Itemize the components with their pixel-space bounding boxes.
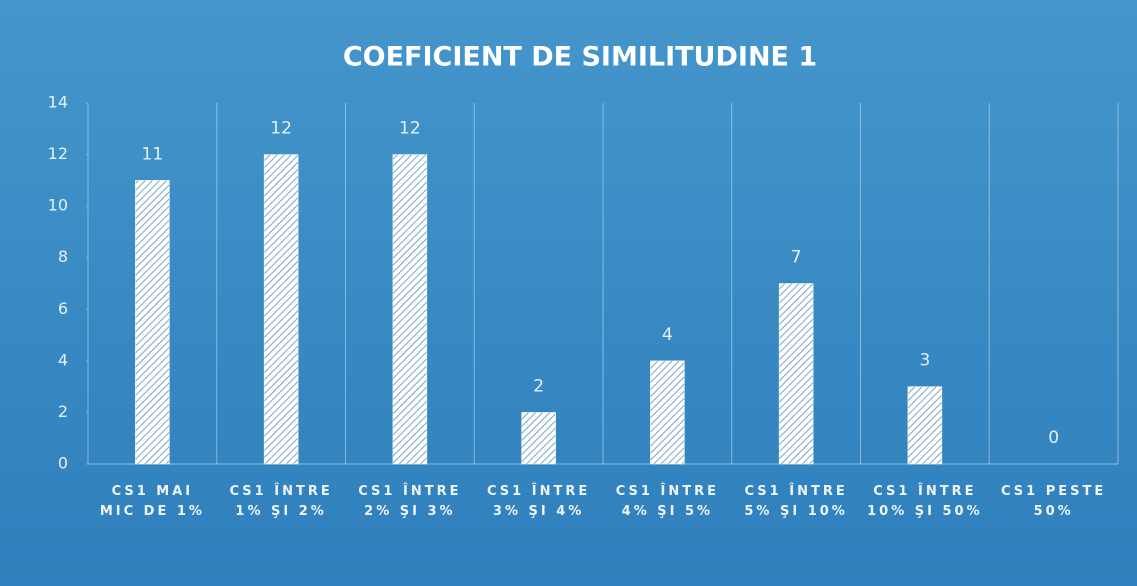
- bar: [263, 154, 299, 465]
- x-tick-label: CS1 ÎNTRE 1% ŞI 2%: [229, 484, 333, 519]
- data-label: 0: [1048, 428, 1059, 448]
- bar: [650, 360, 685, 465]
- data-label: 12: [399, 119, 421, 139]
- data-label: 3: [919, 351, 930, 371]
- data-label: 12: [270, 119, 292, 139]
- x-tick-label: CS1 ÎNTRE 3% ŞI 4%: [487, 484, 591, 519]
- x-tick-label: CS1 ÎNTRE 2% ŞI 3%: [358, 484, 462, 519]
- x-tick-label: CS1 ÎNTRE 5% ŞI 10%: [744, 484, 848, 519]
- bar: [135, 180, 170, 465]
- x-tick-label: CS1 MAI MIC DE 1%: [99, 484, 205, 519]
- bar: [778, 283, 814, 465]
- y-tick-label: 4: [58, 350, 68, 369]
- y-tick-label: 0: [58, 454, 68, 473]
- bar: [392, 154, 428, 465]
- x-tick-label: CS1 PESTE 50%: [1001, 484, 1107, 519]
- bar: [907, 386, 943, 465]
- x-tick-label: CS1 ÎNTRE 4% ŞI 5%: [615, 484, 719, 519]
- y-tick-label: 14: [48, 93, 68, 112]
- y-tick-label: 2: [58, 402, 68, 421]
- bar: [521, 412, 556, 465]
- chart-title: COEFICIENT DE SIMILITUDINE 1: [343, 42, 817, 73]
- y-tick-label: 10: [48, 196, 68, 215]
- data-label: 7: [791, 248, 802, 268]
- y-tick-label: 8: [58, 247, 68, 266]
- data-label: 4: [662, 325, 673, 345]
- y-tick-label: 6: [58, 299, 68, 318]
- data-label: 2: [533, 376, 544, 396]
- x-tick-label: CS1 ÎNTRE 10% ŞI 50%: [867, 484, 983, 519]
- data-label: 11: [142, 144, 164, 164]
- y-tick-label: 12: [48, 144, 68, 163]
